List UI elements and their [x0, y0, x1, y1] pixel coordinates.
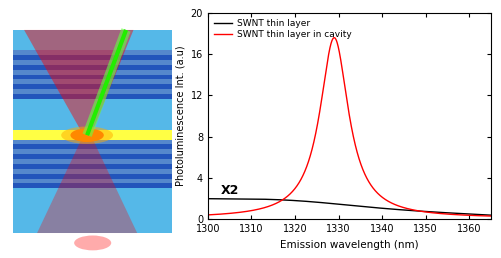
Bar	[13, 30, 172, 233]
Text: X2: X2	[221, 184, 239, 197]
X-axis label: Emission wavelength (nm): Emission wavelength (nm)	[280, 240, 419, 250]
Bar	[13, 174, 172, 179]
Polygon shape	[24, 30, 133, 135]
Polygon shape	[37, 135, 137, 233]
Bar	[13, 154, 172, 159]
Bar	[13, 164, 172, 169]
Ellipse shape	[74, 236, 111, 250]
Bar	[13, 169, 172, 174]
Bar	[13, 89, 172, 94]
Bar	[13, 75, 172, 79]
Bar	[13, 183, 172, 188]
Bar	[13, 149, 172, 154]
Bar	[13, 50, 172, 55]
Bar	[13, 179, 172, 183]
Y-axis label: Photoluminescence Int. (a.u): Photoluminescence Int. (a.u)	[175, 46, 185, 187]
Bar	[13, 70, 172, 75]
Bar	[13, 64, 172, 70]
Bar	[13, 139, 172, 144]
Ellipse shape	[71, 128, 104, 142]
Ellipse shape	[61, 126, 113, 144]
Bar	[13, 60, 172, 64]
Bar	[13, 144, 172, 149]
Bar	[13, 84, 172, 89]
Bar	[13, 55, 172, 60]
Bar	[13, 159, 172, 164]
Bar	[13, 130, 172, 140]
Legend: SWNT thin layer, SWNT thin layer in cavity: SWNT thin layer, SWNT thin layer in cavi…	[212, 17, 353, 41]
Bar	[13, 79, 172, 84]
Bar	[13, 94, 172, 99]
